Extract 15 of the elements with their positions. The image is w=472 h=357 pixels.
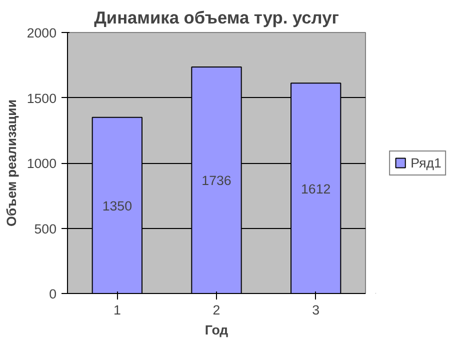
chart-title: Динамика объема тур. услуг [94, 8, 339, 28]
y-axis-title: Объем реализации [4, 99, 19, 227]
x-tick-label: 2 [212, 302, 220, 318]
y-tick-label: 1500 [26, 90, 57, 106]
y-tick-label: 0 [49, 286, 57, 302]
y-tick-label: 500 [34, 221, 57, 236]
y-tick-label: 1000 [26, 156, 57, 171]
data-label: 1350 [102, 198, 132, 214]
y-tick-label: 2000 [26, 26, 57, 40]
x-tick-label: 1 [113, 302, 121, 318]
data-label: 1736 [202, 173, 232, 188]
x-axis-title: Год [204, 322, 229, 338]
legend-label: Ряд1 [410, 155, 442, 170]
x-tick-label: 3 [312, 302, 320, 318]
data-label: 1612 [301, 181, 331, 196]
